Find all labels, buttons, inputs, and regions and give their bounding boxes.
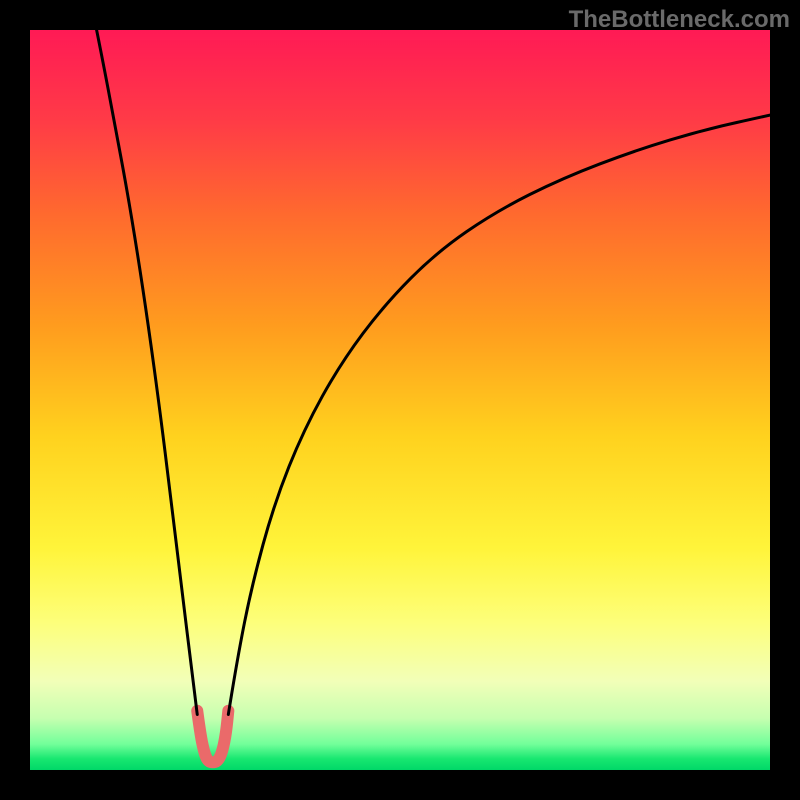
chart-container: TheBottleneck.com	[0, 0, 800, 800]
plot-background-gradient	[30, 30, 770, 770]
plot-svg	[0, 0, 800, 800]
